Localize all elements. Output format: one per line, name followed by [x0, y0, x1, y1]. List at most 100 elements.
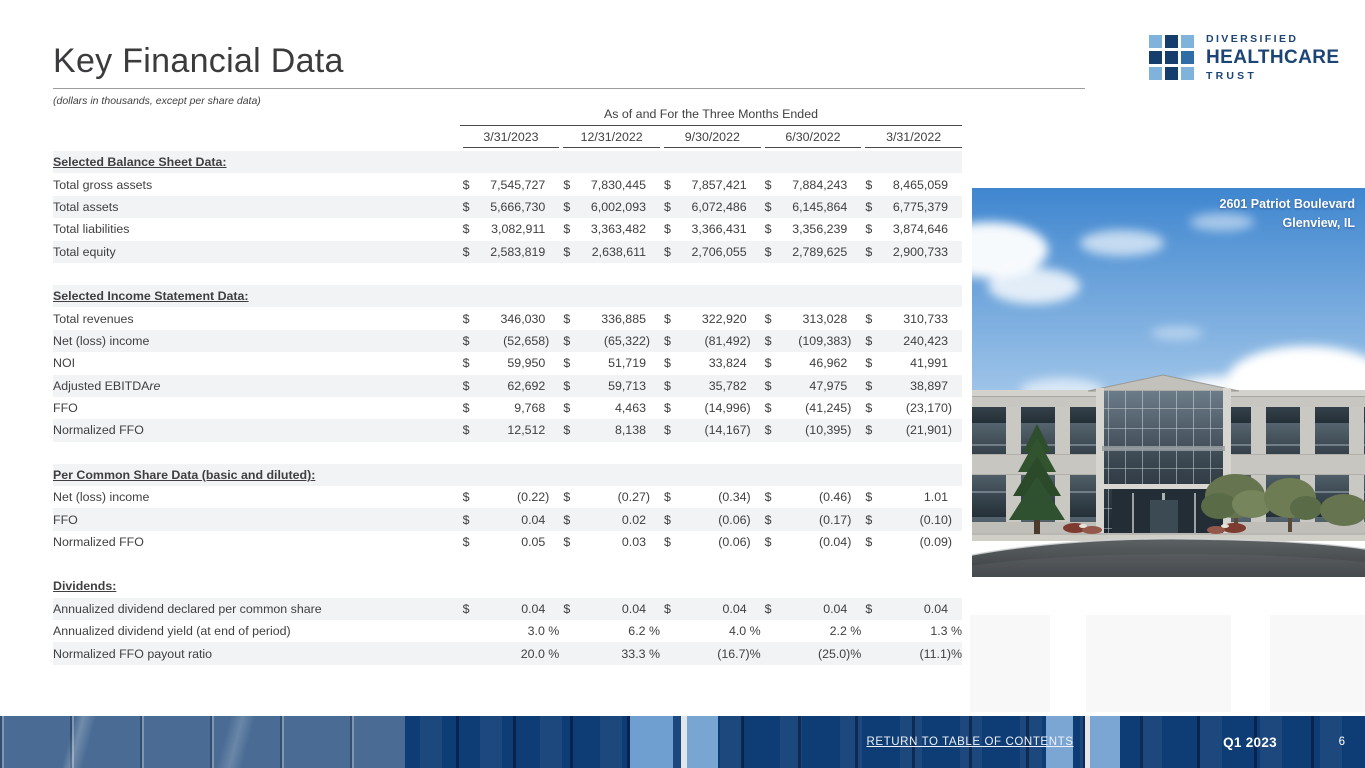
currency-symbol: $ — [563, 222, 571, 237]
table-cell: (11.1)% — [865, 647, 962, 661]
logo-square-light — [1181, 35, 1194, 48]
placeholder-block — [1086, 615, 1231, 712]
cell-value: (0.46) — [818, 490, 852, 505]
currency-symbol: $ — [462, 244, 470, 259]
table-cell: $0.05 — [463, 535, 560, 549]
cell-value: 3.0 % — [527, 624, 560, 639]
cell-value: (21,901) — [905, 423, 952, 438]
currency-symbol: $ — [462, 199, 470, 214]
currency-symbol: $ — [563, 378, 571, 393]
table-cell: (16.7)% — [664, 646, 761, 661]
cell-value: (52,658) — [503, 333, 550, 348]
currency-symbol: $ — [462, 222, 470, 237]
table-cell: $4,463 — [563, 401, 660, 415]
table-cell: $0.02 — [563, 513, 660, 527]
logo-square-navy — [1165, 67, 1178, 80]
table-cell: 2.2 % — [765, 624, 862, 638]
logo-square-medium — [1181, 51, 1194, 64]
row-label: Adjusted EBITDAre — [53, 378, 161, 393]
cell-value: (0.09) — [919, 535, 952, 550]
cell-value: 3,366,431 — [691, 222, 747, 237]
logo-text: DIVERSIFIED HEALTHCARE TRUST — [1206, 33, 1339, 81]
row-label: Total assets — [53, 199, 119, 214]
currency-symbol: $ — [462, 356, 470, 371]
cell-value: 2,900,733 — [892, 244, 948, 259]
table-row: Annualized dividend yield (at end of per… — [53, 620, 962, 642]
cell-value: 33.3 % — [621, 646, 660, 661]
cell-value: 8,465,059 — [892, 177, 948, 192]
cell-value: 0.04 — [923, 601, 948, 616]
currency-symbol: $ — [865, 490, 873, 505]
table-cell: $ (52,658) — [463, 334, 560, 348]
table-cell: $3,874,646 — [865, 222, 962, 236]
table-section: Selected Income Statement Data: Total rev… — [53, 284, 962, 442]
table-row: FFO $0.04 $0.02 $ (0.06) $ (0.17) $ (0.10) — [53, 508, 962, 531]
table-cell: $ (0.10) — [865, 513, 962, 527]
footer-glass-stripe — [681, 716, 687, 768]
currency-symbol: $ — [663, 177, 671, 192]
currency-symbol: $ — [764, 199, 772, 214]
table-cell: $ (10,395) — [765, 423, 862, 437]
currency-symbol: $ — [563, 199, 571, 214]
table-cell: $346,030 — [463, 312, 560, 326]
cell-value: 12,512 — [507, 423, 546, 438]
currency-symbol: $ — [663, 244, 671, 259]
table-cell: $8,138 — [563, 423, 660, 437]
currency-symbol — [664, 647, 677, 661]
cell-value: 6.2 % — [628, 624, 660, 639]
currency-symbol: $ — [462, 401, 470, 416]
cell-value: (16.7)% — [717, 646, 761, 661]
currency-symbol: $ — [865, 601, 873, 616]
cell-value: 7,545,727 — [490, 177, 546, 192]
table-cell: $0.04 — [463, 513, 560, 527]
column-header-date: 6/30/2022 — [764, 126, 862, 148]
currency-symbol: $ — [865, 199, 873, 214]
table-cell: $2,706,055 — [664, 245, 761, 259]
cell-value: 0.03 — [621, 535, 646, 550]
cell-value: 46,962 — [809, 356, 848, 371]
table-cell: $33,824 — [664, 356, 761, 370]
row-label: Normalized FFO — [53, 535, 144, 550]
logo-squares-icon — [1149, 35, 1194, 80]
cell-value: (11.1)% — [919, 646, 962, 661]
quarter-label: Q1 2023 — [1223, 734, 1277, 750]
cell-value: 35,782 — [708, 378, 747, 393]
return-to-toc-link[interactable]: RETURN TO TABLE OF CONTENTS — [866, 736, 1074, 748]
label-column-spacer — [53, 126, 459, 148]
table-cell: $322,920 — [664, 312, 761, 326]
section-header-label: Selected Income Statement Data: — [53, 289, 249, 304]
cell-value: 2,706,055 — [691, 244, 747, 259]
footer-glass-left — [0, 716, 405, 768]
table-cell: $ (0.46) — [765, 490, 862, 504]
currency-symbol: $ — [663, 378, 671, 393]
cell-value: 3,874,646 — [892, 222, 948, 237]
cell-value: (10,395) — [805, 423, 852, 438]
table-cell: $2,638,611 — [563, 245, 660, 259]
table-cell: 1.3 % — [865, 624, 962, 638]
table-row: Normalized FFO $0.05 $0.03 $ (0.06) $ (0.04) $(… — [53, 531, 962, 553]
cell-value: (0.06) — [718, 535, 751, 550]
photo-caption-address: 2601 Patriot Boulevard — [1219, 197, 1355, 211]
currency-symbol: $ — [563, 512, 571, 527]
currency-symbol: $ — [663, 423, 671, 438]
table-cell: $0.04 — [563, 602, 660, 616]
currency-symbol: $ — [663, 512, 671, 527]
currency-symbol: $ — [764, 512, 772, 527]
table-row: Net (loss) income $ (52,658) $ (65,322) $ (81,… — [53, 329, 962, 353]
column-headers: 3/31/2023 12/31/2022 9/30/2022 6/30/2022 3/3… — [53, 126, 962, 148]
cell-value: (109,383) — [798, 333, 852, 348]
row-label: Total revenues — [53, 311, 134, 326]
table-cell: $ (0.27) — [563, 490, 660, 504]
table-cell: 20.0 % — [463, 647, 560, 661]
table-row: Total gross assets $7,545,727 $7,830,445 $7… — [53, 173, 962, 195]
photo-caption: 2601 Patriot Boulevard Glenview, IL — [1220, 195, 1355, 234]
table-cell: $7,857,421 — [664, 178, 761, 192]
currency-symbol: $ — [563, 423, 571, 438]
cell-value: 6,775,379 — [892, 199, 948, 214]
currency-symbol: $ — [764, 333, 772, 348]
cell-value: 6,072,486 — [691, 199, 747, 214]
table-row: Total revenues $346,030 $336,885 $322,920 $3… — [53, 307, 962, 329]
currency-symbol: $ — [764, 244, 772, 259]
footer-glass-stripe — [630, 716, 673, 768]
cell-value: 3,363,482 — [590, 222, 646, 237]
